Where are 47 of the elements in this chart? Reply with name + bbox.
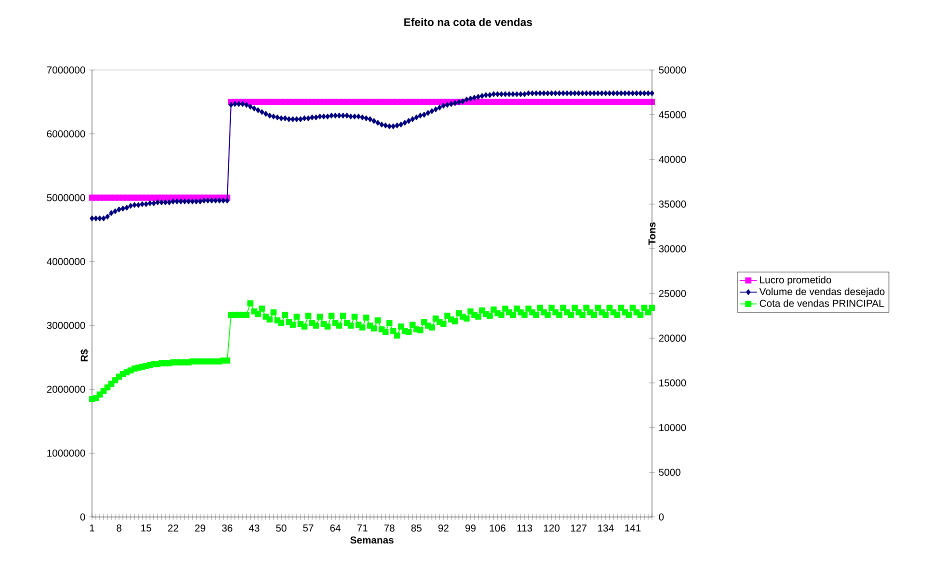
x-tick-label: 120: [544, 524, 560, 532]
y-tick-label: 3000000: [46, 322, 86, 329]
y2-tick-label: 20000: [659, 334, 686, 342]
y-tick-label: 2000000: [47, 386, 86, 393]
chart-title: Efeito na cota de vendas: [404, 18, 532, 26]
x-tick-label: 29: [195, 524, 206, 532]
y2-tick-label: 15000: [659, 379, 686, 386]
y2-tick-label: 35000: [658, 200, 686, 208]
y-tick-label: 4000000: [46, 258, 86, 266]
x-tick-label: 99: [465, 524, 476, 532]
x-tick-label: 43: [248, 524, 260, 532]
x-axis-title: Semanas: [350, 536, 394, 544]
y2-tick-label: 40000: [658, 156, 686, 163]
y-tick-label: 1000000: [47, 450, 86, 457]
x-tick-label: 71: [357, 524, 368, 532]
y2-tick-label: 50000: [658, 66, 686, 74]
x-tick-label: 15: [141, 524, 152, 532]
legend-label: Cota de vendas PRINCIPAL: [760, 300, 884, 307]
y2-tick-label: 30000: [658, 245, 686, 252]
x-tick-label: 127: [571, 524, 586, 532]
x-tick-label: 106: [490, 524, 506, 532]
x-tick-label: 141: [625, 524, 641, 532]
x-tick-label: 1: [90, 524, 94, 532]
y-tick-label: 0: [80, 513, 86, 521]
legend-label: Volume de vendas desejado: [759, 288, 884, 298]
x-tick-label: 64: [330, 524, 341, 532]
y2-tick-label: 25000: [659, 290, 686, 298]
x-tick-label: 78: [384, 524, 395, 532]
y-tick-label: 5000000: [46, 194, 86, 202]
x-tick-label: 22: [168, 524, 178, 532]
x-tick-label: 92: [438, 524, 449, 532]
y-tick-label: 6000000: [47, 130, 86, 138]
x-tick-label: 36: [222, 524, 232, 532]
x-tick-label: 57: [303, 524, 314, 532]
x-tick-label: 134: [598, 524, 614, 532]
y2-tick-label: 5000: [658, 468, 680, 476]
x-tick-label: 50: [276, 524, 286, 532]
y-tick-label: 7000000: [47, 66, 86, 74]
y2-tick-label: 45000: [658, 111, 686, 118]
legend-label: Lucro prometido: [760, 276, 832, 286]
y2-tick-label: 0: [658, 513, 664, 521]
y2-tick-label: 10000: [659, 424, 686, 432]
y-axis-title: R$: [80, 349, 88, 362]
x-tick-label: 8: [116, 524, 122, 532]
x-tick-label: 113: [517, 524, 532, 532]
x-tick-label: 85: [411, 524, 422, 532]
y2-axis-title: Tons: [648, 222, 656, 245]
